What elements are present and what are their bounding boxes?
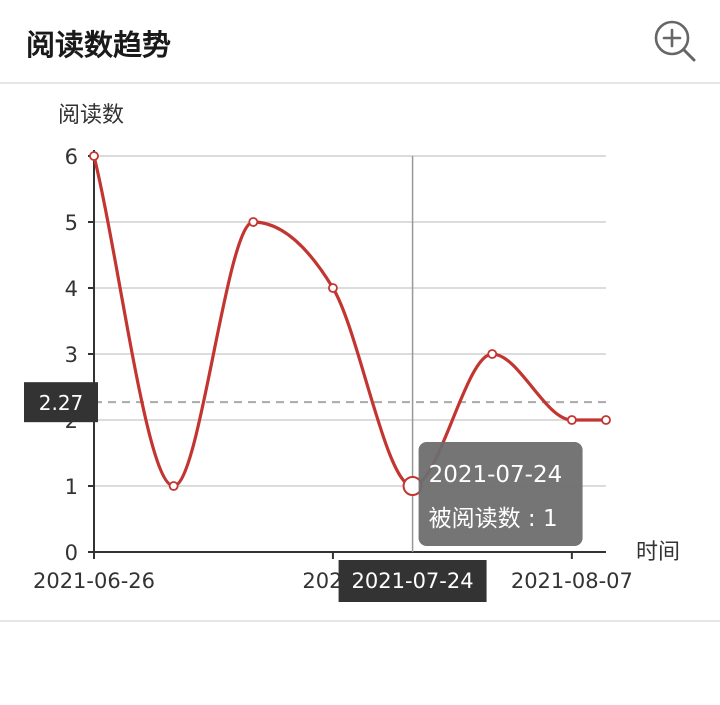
- tooltip-value-line: 被阅读数 : 1: [429, 506, 558, 532]
- data-point: [248, 217, 259, 227]
- tooltip-value: 1: [543, 506, 558, 532]
- tooltip-box: [418, 442, 583, 546]
- y-tick-label: 5: [65, 211, 78, 235]
- reading-trend-chart[interactable]: 0123456阅读数时间2021-06-262021-2021-08-072.2…: [0, 84, 720, 620]
- x-tick-label: 2021-06-26: [33, 569, 155, 593]
- zoom-in-icon[interactable]: [652, 18, 698, 64]
- data-point: [487, 349, 498, 359]
- divider: [0, 620, 720, 622]
- tooltip-date: 2021-07-24: [429, 462, 563, 488]
- card-header: 阅读数趋势: [0, 0, 720, 84]
- y-pointer-label-bg: [24, 382, 98, 423]
- x-pointer-label: 2021-07-24: [352, 569, 474, 593]
- tooltip-separator: :: [521, 506, 543, 532]
- y-tick-label: 0: [65, 541, 78, 565]
- tooltip-series-name: 被阅读数: [429, 506, 521, 532]
- y-tick-label: 4: [65, 277, 78, 301]
- chart-title: 阅读数趋势: [26, 28, 172, 62]
- y-axis-title: 阅读数: [58, 103, 124, 128]
- data-point: [601, 415, 611, 425]
- x-pointer-label-bg: [338, 560, 487, 602]
- y-tick-label: 1: [65, 475, 78, 499]
- x-tick-label: 2021-08-07: [511, 569, 633, 593]
- x-axis-title: 时间: [636, 540, 680, 565]
- chart-area[interactable]: 0123456阅读数时间2021-06-262021-2021-08-072.2…: [0, 84, 720, 620]
- series-line: [92, 155, 606, 488]
- y-tick-label: 6: [65, 145, 78, 169]
- data-point: [566, 415, 577, 425]
- data-point: [89, 151, 99, 161]
- data-point: [328, 283, 338, 293]
- data-point: [168, 481, 179, 491]
- y-tick-label: 3: [65, 343, 78, 367]
- y-pointer-label: 2.27: [39, 391, 84, 415]
